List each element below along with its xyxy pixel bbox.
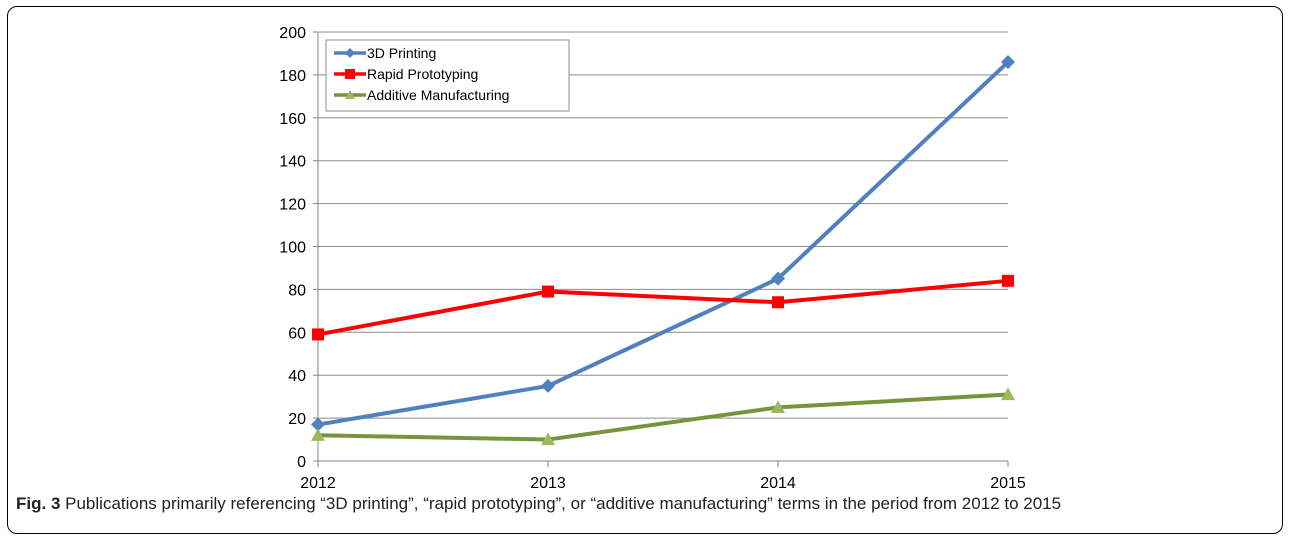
data-point-diamond [771,271,785,286]
gridlines [318,31,1008,419]
data-point-square [312,328,324,341]
data-point-triangle [771,400,785,413]
y-tick-label: 40 [288,368,306,385]
series-line-rapid-prototyping [317,278,1009,337]
data-point-triangle [345,90,355,99]
series-line-3d-printing [317,60,1010,427]
x-tick-label: 2012 [300,475,336,490]
data-point-diamond [345,48,355,58]
y-tick-label: 60 [288,325,306,342]
y-tick-labels: 0 20 40 60 80 100 120 140 160 180 200 [279,25,306,471]
y-tick-label: 200 [279,25,306,42]
y-tick-label: 20 [288,411,306,428]
data-point-triangle [311,428,325,441]
y-tick-label: 100 [279,240,306,257]
legend-box [325,39,570,112]
data-point-square [345,69,355,79]
data-point-diamond [311,417,325,432]
data-point-square [1002,274,1014,287]
legend: 3D Printing Rapid Prototyping Additive Man… [325,39,570,112]
data-point-diamond [541,378,555,393]
data-point-triangle [541,432,555,446]
x-tick-labels: 2012 2013 2014 2015 [300,475,1026,490]
x-tick-label: 2014 [760,475,796,490]
figure-caption: Fig. 3 Publications primarily referencin… [16,494,1278,514]
data-point-square [772,296,784,309]
caption-label: Fig. 3 [16,494,61,513]
y-tick-label: 120 [279,197,306,214]
data-point-diamond [1001,55,1015,70]
data-point-square [542,285,554,298]
data-point-triangle [1001,387,1015,401]
y-tick-label: 80 [288,282,306,299]
x-tick-label: 2015 [990,475,1026,490]
legend-label-3d-printing: 3D Printing [367,45,436,61]
y-tick-label: 160 [279,111,306,128]
axes [313,31,1009,467]
y-tick-label: 180 [279,68,306,85]
y-tick-label: 140 [279,154,306,171]
series-layer [311,55,1015,446]
x-tick-label: 2013 [530,475,566,490]
y-tick-label: 0 [297,454,306,471]
legend-label-additive-manufacturing: Additive Manufacturing [367,87,509,103]
caption-text: Publications primarily referencing “3D p… [65,494,1062,513]
figure-frame [7,6,1283,534]
legend-label-rapid-prototyping: Rapid Prototyping [367,66,478,82]
series-line-additive-manufacturing [317,392,1009,442]
line-chart: 0 20 40 60 80 100 120 140 160 180 200 2012 2013 2014… [279,25,1026,490]
